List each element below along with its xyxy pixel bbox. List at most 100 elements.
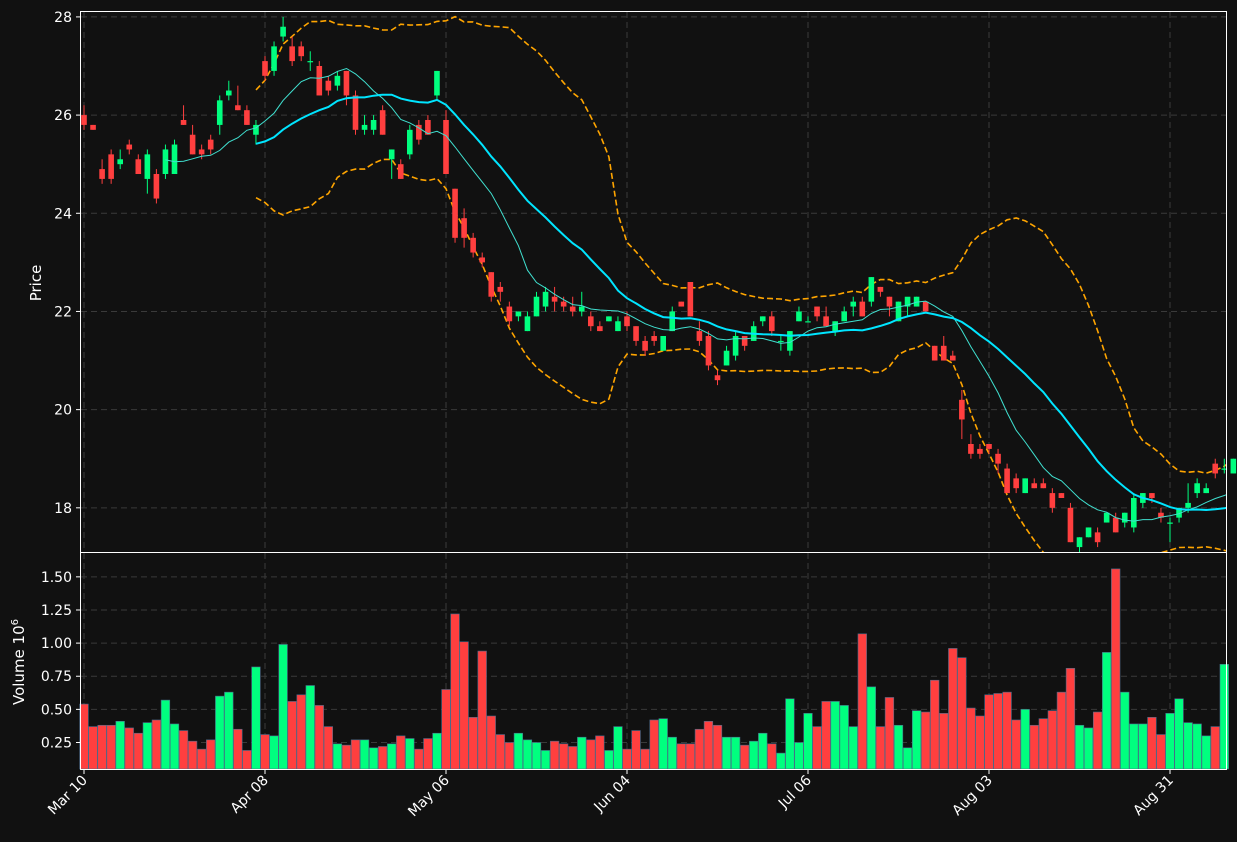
candle-body	[778, 340, 784, 343]
candle-body	[723, 350, 730, 366]
volume-bar	[133, 732, 143, 770]
candle-body	[171, 144, 178, 174]
candle-body	[940, 345, 947, 361]
candle-body	[660, 336, 666, 351]
price-tick-label: 28	[54, 10, 72, 26]
volume-bar	[712, 724, 723, 770]
volume-bar	[902, 747, 913, 770]
volume-bar	[676, 743, 686, 770]
price-tick-label: 26	[54, 108, 72, 124]
volume-bar	[749, 740, 759, 770]
volume-bar	[341, 744, 352, 770]
candle-body	[90, 124, 96, 130]
volume-bar	[984, 694, 994, 770]
volume-bar	[187, 740, 198, 770]
volume-bar	[233, 728, 243, 770]
volume-bar	[667, 736, 677, 770]
candle-body	[271, 46, 277, 71]
volume-bar	[1111, 568, 1121, 770]
volume-bar	[197, 748, 207, 770]
candle-body	[714, 375, 721, 381]
volume-bar	[1210, 726, 1220, 770]
volume-bar	[703, 720, 714, 770]
candle-body	[624, 316, 630, 327]
volume-bar	[1120, 691, 1130, 770]
candle-body	[1040, 483, 1047, 489]
volume-tick-label: 1.25	[41, 603, 72, 619]
volume-bar	[1138, 723, 1148, 770]
volume-bar	[405, 738, 415, 770]
candle-body	[741, 336, 748, 346]
moving-averages	[165, 67, 1226, 522]
candle-body	[615, 321, 621, 332]
candle-body	[959, 399, 965, 420]
candle-body	[841, 311, 847, 322]
bollinger-lower-line	[255, 158, 1226, 552]
candle-body	[1022, 478, 1028, 494]
candle-body	[1167, 522, 1173, 524]
candle-body	[597, 326, 603, 332]
volume-axis-exp: 6	[10, 619, 21, 625]
candle-body	[1185, 502, 1191, 508]
candle-body	[343, 70, 350, 96]
candle-body	[117, 159, 123, 165]
candle-body	[461, 218, 467, 238]
candle-body	[588, 316, 594, 327]
volume-panel: 0.25 0.50 0.75 1.00 1.25 1.50 Volume 106	[10, 552, 1229, 770]
candle-body	[81, 115, 87, 125]
volume-bar	[1102, 652, 1112, 770]
volume-bar	[169, 723, 180, 770]
candle-body	[198, 149, 205, 155]
volume-bar	[803, 713, 813, 770]
candle-body	[524, 316, 531, 332]
candle-body	[696, 331, 703, 341]
volume-bar	[115, 720, 125, 770]
volume-bar	[106, 724, 116, 770]
candle-body	[298, 46, 304, 57]
volume-bar	[1174, 698, 1184, 770]
volume-bar	[287, 701, 297, 770]
candle-body	[162, 149, 169, 174]
candle-body	[470, 237, 476, 253]
candle-body	[207, 139, 214, 150]
candle-body	[805, 321, 811, 323]
volume-axis-label-text: Volume	[10, 649, 28, 705]
candle-body	[904, 296, 911, 307]
volume-bar	[378, 746, 388, 770]
candle-body	[407, 129, 413, 155]
volume-bar	[396, 735, 406, 770]
candle-body	[126, 144, 133, 150]
volume-bar	[694, 728, 705, 770]
volume-bar	[577, 736, 587, 770]
volume-bar	[1129, 723, 1139, 770]
volume-bar	[975, 715, 985, 770]
volume-bar	[251, 666, 261, 770]
candle-body	[569, 306, 576, 312]
candle-body	[153, 174, 160, 199]
volume-bar	[857, 633, 867, 770]
volume-bar	[296, 694, 306, 770]
candle-body	[253, 124, 259, 135]
volume-axis-label: Volume 106	[10, 619, 28, 705]
candle-body	[1067, 507, 1074, 543]
candle-body	[995, 453, 1001, 464]
volume-bar	[387, 743, 397, 770]
volume-bar	[785, 698, 795, 770]
candle-body	[226, 90, 232, 96]
candle-body	[1131, 498, 1137, 528]
volume-axis-exp-base: 10	[10, 625, 28, 644]
volume-bar	[1047, 710, 1057, 770]
candle-body	[1031, 483, 1038, 489]
candle-body	[551, 296, 558, 302]
candle-body	[397, 164, 404, 179]
volume-bar	[450, 613, 460, 770]
volume-bar	[305, 685, 315, 770]
volume-bar	[730, 736, 741, 770]
volume-bar	[178, 730, 189, 770]
volume-bar	[1002, 691, 1012, 770]
candle-body	[533, 296, 540, 317]
volume-bar	[359, 739, 370, 770]
volume-bar	[206, 739, 216, 770]
volume-tick-label: 1.50	[41, 570, 72, 586]
